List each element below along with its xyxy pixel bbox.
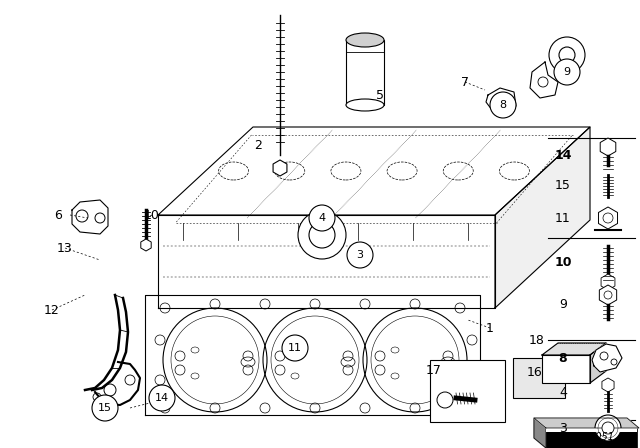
- Bar: [546, 428, 637, 448]
- Bar: [542, 355, 590, 383]
- Text: 9: 9: [563, 67, 571, 77]
- Bar: [430, 360, 505, 422]
- Circle shape: [604, 291, 612, 299]
- Circle shape: [282, 335, 308, 361]
- Polygon shape: [158, 215, 495, 308]
- Circle shape: [603, 213, 613, 223]
- Polygon shape: [530, 62, 558, 98]
- Text: 8: 8: [499, 100, 507, 110]
- Polygon shape: [158, 127, 590, 215]
- Polygon shape: [72, 200, 108, 234]
- Circle shape: [595, 415, 621, 441]
- Circle shape: [554, 59, 580, 85]
- Text: 17: 17: [426, 363, 442, 376]
- Text: 14: 14: [155, 393, 169, 403]
- Circle shape: [309, 222, 335, 248]
- Circle shape: [347, 242, 373, 268]
- Text: 2: 2: [254, 138, 262, 151]
- Bar: [513, 358, 565, 398]
- Ellipse shape: [346, 99, 384, 111]
- Circle shape: [149, 385, 175, 411]
- Circle shape: [490, 92, 516, 118]
- Text: 7: 7: [461, 76, 469, 89]
- Text: 00182051: 00182051: [565, 432, 615, 442]
- Polygon shape: [592, 344, 622, 372]
- Text: 8: 8: [559, 352, 567, 365]
- Polygon shape: [486, 88, 516, 114]
- Text: 3: 3: [356, 250, 364, 260]
- Text: 18: 18: [529, 333, 545, 346]
- Bar: [346, 40, 384, 105]
- Text: 10: 10: [554, 255, 572, 268]
- Text: 5: 5: [376, 89, 384, 102]
- Text: 15: 15: [555, 178, 571, 191]
- Circle shape: [298, 211, 346, 259]
- Text: 6: 6: [54, 208, 62, 221]
- Polygon shape: [495, 127, 590, 308]
- Polygon shape: [542, 343, 606, 355]
- Text: 11: 11: [288, 343, 302, 353]
- Circle shape: [602, 422, 614, 434]
- Text: 13: 13: [57, 241, 73, 254]
- Ellipse shape: [346, 33, 384, 47]
- Circle shape: [559, 47, 575, 63]
- Text: 4: 4: [319, 213, 326, 223]
- Polygon shape: [534, 418, 639, 428]
- Circle shape: [92, 395, 118, 421]
- Text: 16: 16: [527, 366, 543, 379]
- Circle shape: [309, 205, 335, 231]
- Circle shape: [549, 37, 585, 73]
- Polygon shape: [145, 295, 480, 415]
- Text: 11: 11: [555, 211, 571, 224]
- Bar: [546, 428, 637, 432]
- Text: 9: 9: [559, 298, 567, 311]
- Text: 14: 14: [554, 148, 572, 161]
- Text: 10: 10: [144, 208, 160, 221]
- Polygon shape: [590, 343, 606, 383]
- Text: 15: 15: [98, 403, 112, 413]
- Polygon shape: [534, 418, 546, 448]
- Text: 1: 1: [486, 322, 494, 335]
- Text: 12: 12: [44, 303, 60, 316]
- Text: 3: 3: [559, 422, 567, 435]
- Text: 4: 4: [559, 387, 567, 400]
